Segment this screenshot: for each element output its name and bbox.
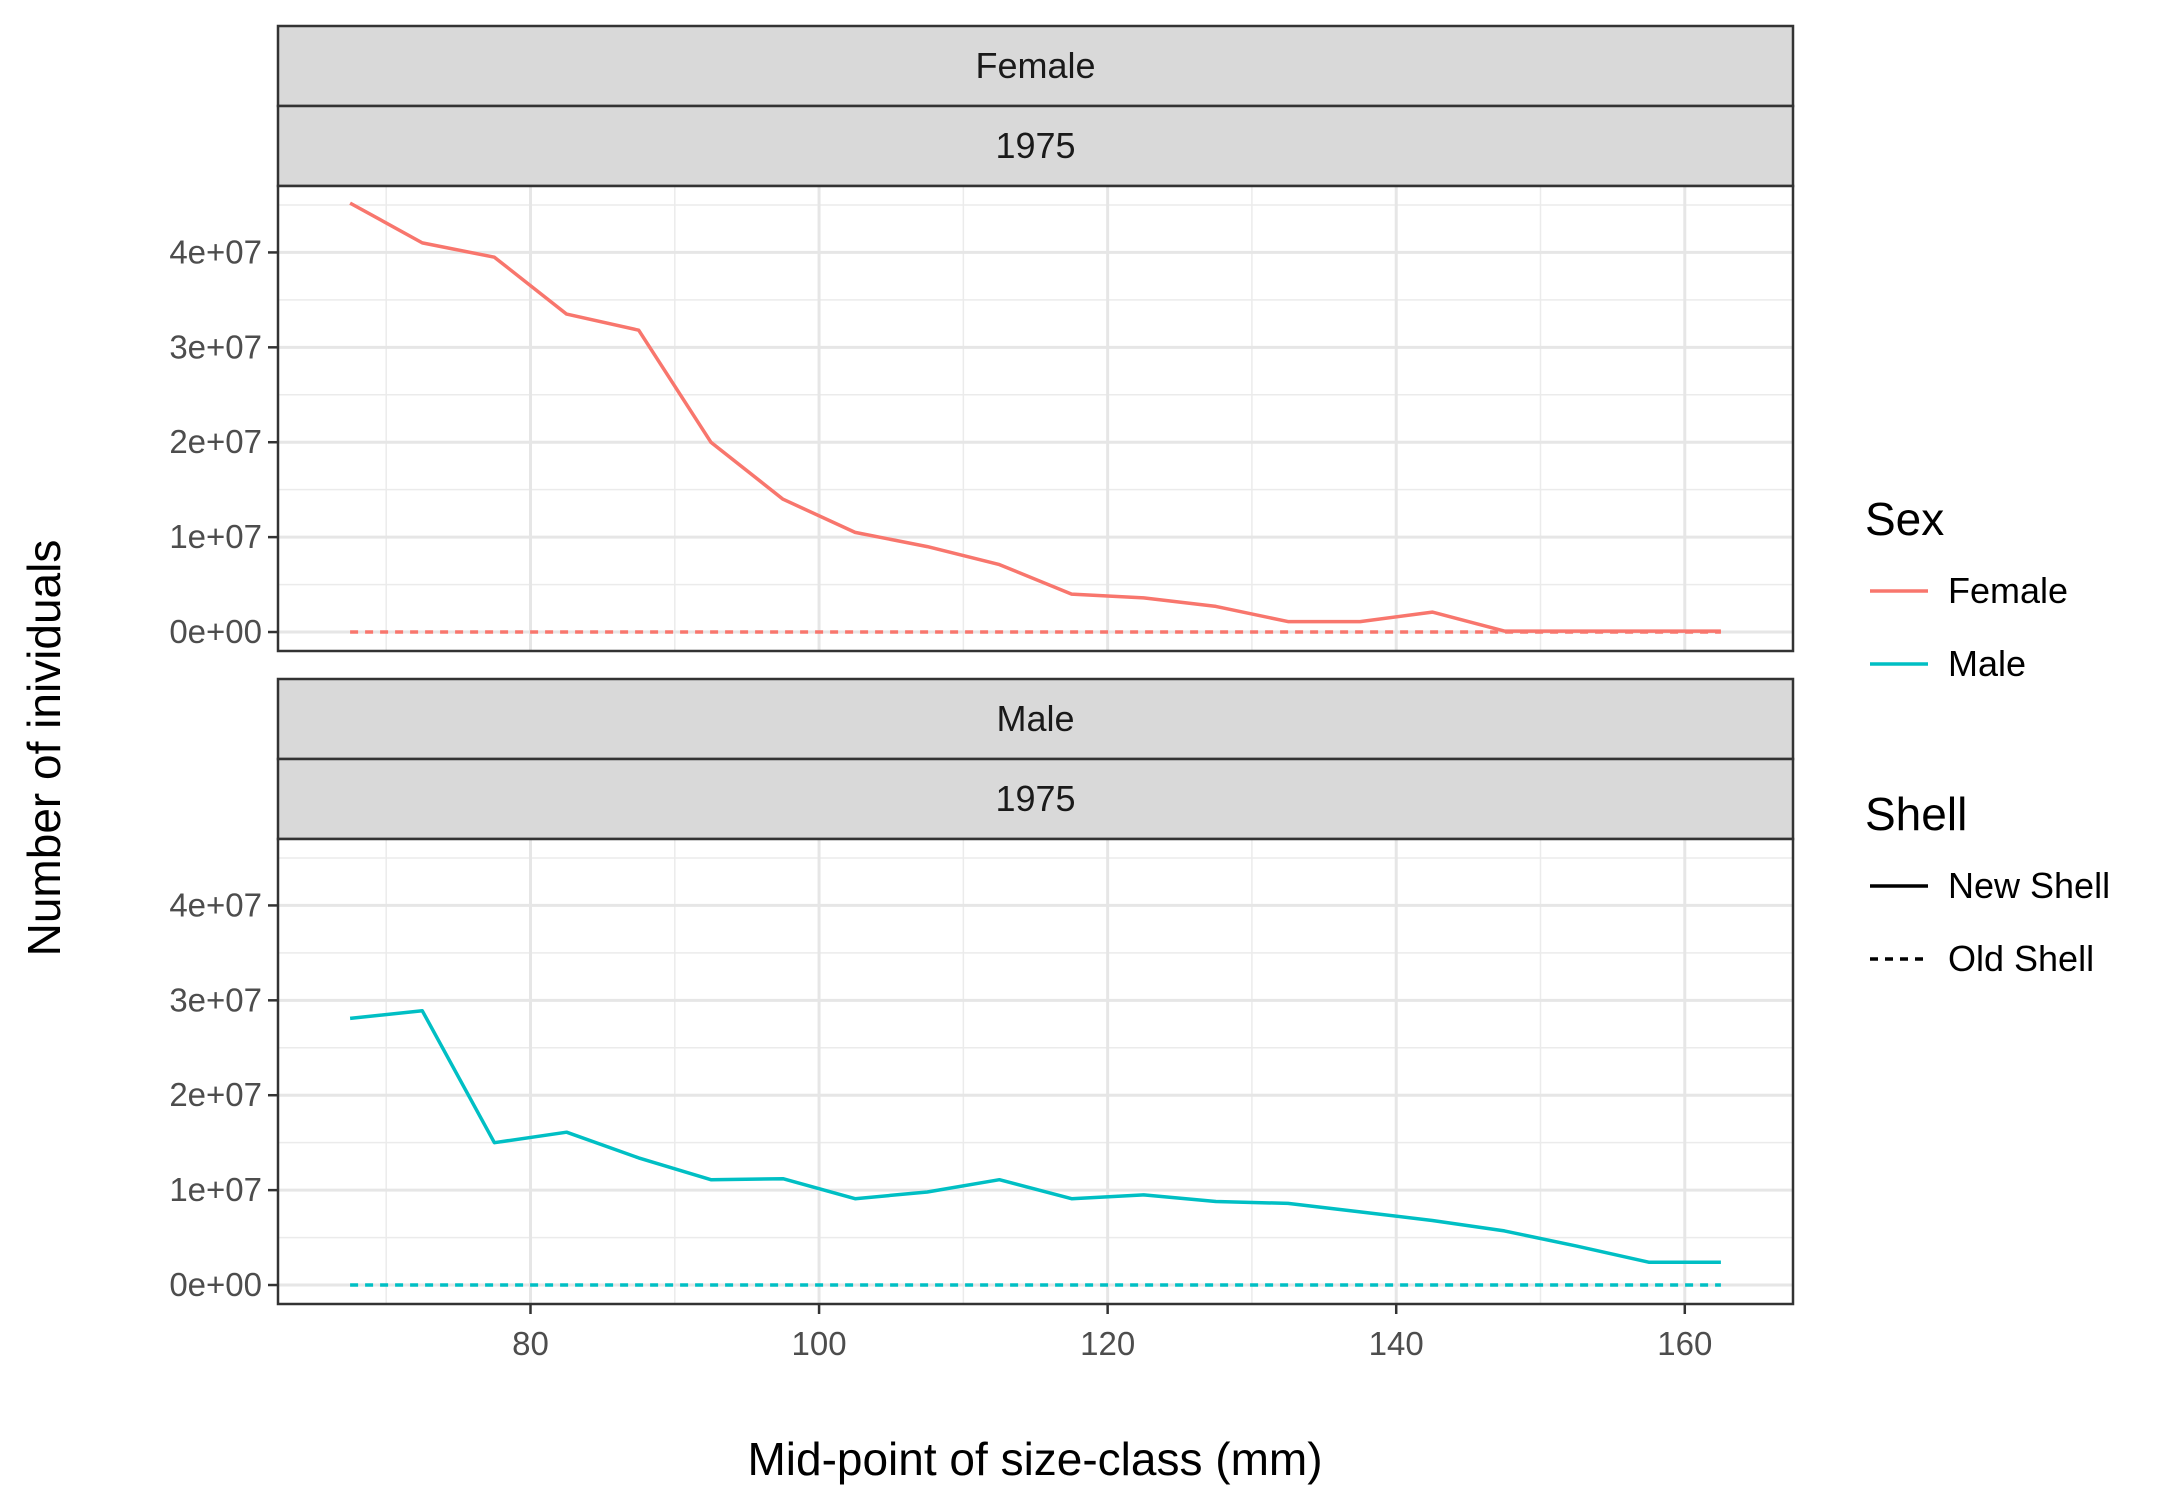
facet-strip-label-female-sex: Female bbox=[975, 45, 1095, 86]
y-tick-label: 3e+07 bbox=[169, 981, 262, 1018]
x-tick-label: 80 bbox=[512, 1325, 549, 1362]
y-tick-label: 4e+07 bbox=[169, 233, 262, 270]
facet-strip-label-male-sex: Male bbox=[996, 698, 1074, 739]
y-tick-label: 0e+00 bbox=[169, 1266, 262, 1303]
panel-border-male bbox=[276, 837, 1795, 1306]
legend-old-shell-label: Old Shell bbox=[1948, 938, 2094, 979]
panel-background-female bbox=[278, 186, 1793, 651]
facet-strip-female-sex bbox=[276, 24, 1795, 108]
facet-panels: Female 1975 0e+00 1e+07 2e+07 3e+07 4e+07 Male 1… bbox=[169, 24, 1795, 1362]
legend-sex-item-male: Male bbox=[1870, 643, 2026, 684]
legend-shell-item-old: Old Shell bbox=[1870, 938, 2094, 979]
y-tick-label: 1e+07 bbox=[169, 518, 262, 555]
x-tick-label: 100 bbox=[792, 1325, 847, 1362]
facet-strip-male-year bbox=[276, 757, 1795, 841]
x-tick-label: 120 bbox=[1080, 1325, 1135, 1362]
x-tick-label: 140 bbox=[1369, 1325, 1424, 1362]
panel-background-male bbox=[278, 839, 1793, 1304]
y-tick-label: 2e+07 bbox=[169, 423, 262, 460]
y-tick-label: 3e+07 bbox=[169, 328, 262, 365]
y-tick-label: 2e+07 bbox=[169, 1076, 262, 1113]
legend-male-label: Male bbox=[1948, 643, 2026, 684]
facet-strip-label-male-year: 1975 bbox=[995, 778, 1075, 819]
series-line-female-new-shell bbox=[349, 201, 1721, 633]
panel-border-female bbox=[276, 184, 1795, 653]
x-axis-title: Mid-point of size-class (mm) bbox=[747, 1433, 1322, 1485]
series-line-male-new-shell bbox=[349, 1009, 1721, 1264]
legend-sex-item-female: Female bbox=[1870, 570, 2068, 611]
y-tick-label: 1e+07 bbox=[169, 1171, 262, 1208]
facet-strip-label-female-year: 1975 bbox=[995, 125, 1075, 166]
y-axis-title: Number of inividuals bbox=[18, 540, 70, 957]
y-tick-label: 0e+00 bbox=[169, 613, 262, 650]
legend-shell-title: Shell bbox=[1865, 788, 1967, 840]
legend-shell-item-new: New Shell bbox=[1870, 865, 2110, 906]
facet-female: Female 1975 0e+00 1e+07 2e+07 3e+07 4e+07 bbox=[169, 24, 1795, 653]
legend: Sex Female Male Shell New Shell Old Shel… bbox=[1865, 493, 2110, 979]
facet-male: Male 1975 0e+00 1e+07 2e+07 3e+07 4e+07 80 100 12… bbox=[169, 677, 1795, 1362]
legend-new-shell-label: New Shell bbox=[1948, 865, 2110, 906]
facet-strip-female-year bbox=[276, 104, 1795, 188]
legend-sex-title: Sex bbox=[1865, 493, 1944, 545]
legend-female-label: Female bbox=[1948, 570, 2068, 611]
x-tick-label: 160 bbox=[1657, 1325, 1712, 1362]
y-tick-label: 4e+07 bbox=[169, 886, 262, 923]
